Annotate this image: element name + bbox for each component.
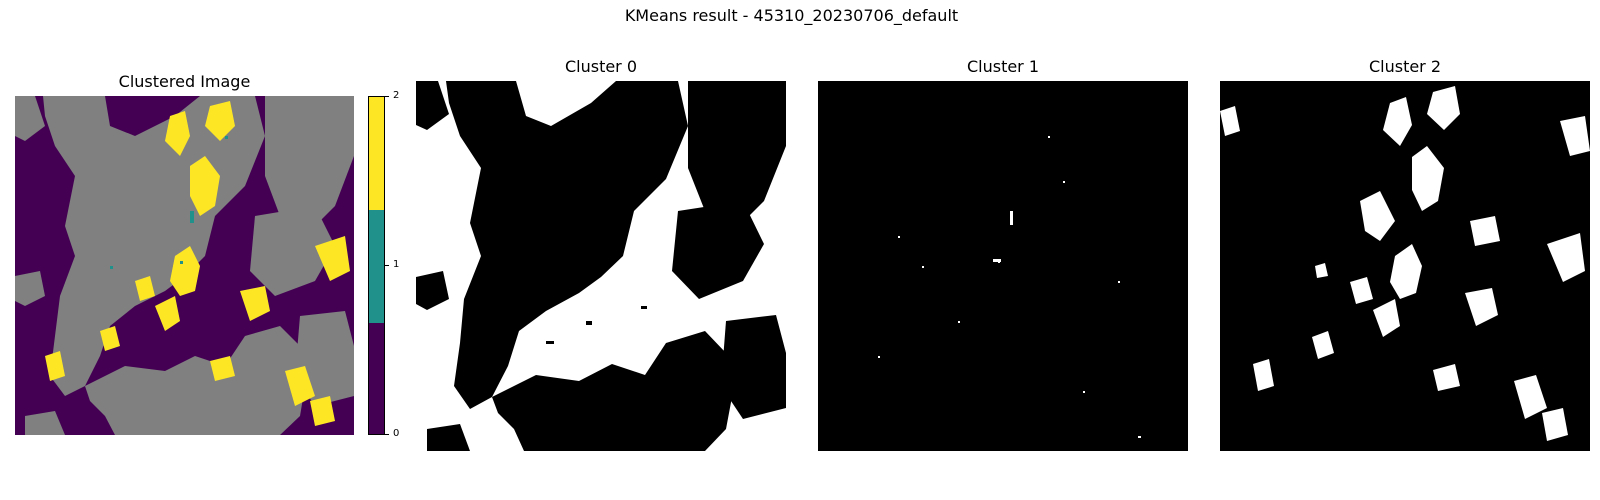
cluster-2-plot: [1220, 81, 1590, 451]
clustered-image-plot: [15, 96, 354, 435]
colorbar-segment-1: [369, 210, 384, 323]
cluster-1-title: Cluster 1: [966, 57, 1040, 76]
cluster-2-regions: [45, 101, 350, 426]
colorbar-segment-2: [369, 97, 384, 210]
cluster-2-svg: [1220, 86, 1590, 441]
colorbar-tick-2: [385, 96, 389, 97]
figure-suptitle: KMeans result - 45310_20230706_default: [624, 6, 959, 25]
cluster-0-background-regions: [416, 81, 786, 451]
cluster-1-regions: [110, 136, 228, 269]
colorbar: [368, 96, 385, 435]
colorbar-tick-1: [385, 265, 389, 266]
colorbar-tick-0: [385, 434, 389, 435]
cluster-0-plot: [416, 81, 786, 451]
cluster-1-svg: [878, 136, 1141, 438]
colorbar-segment-0: [369, 323, 384, 434]
cluster-0-svg: [416, 81, 786, 451]
clustered-image-svg: [15, 96, 354, 435]
cluster-0-title: Cluster 0: [564, 57, 638, 76]
colorbar-tick-label-1: 1: [393, 259, 400, 270]
cluster-1-plot: [818, 81, 1188, 451]
cluster-0-speckle-off: [476, 306, 647, 386]
cluster-2-pixels: [1220, 86, 1590, 441]
cluster-2-title: Cluster 2: [1368, 57, 1442, 76]
cluster-1-pixels: [878, 136, 1141, 438]
clustered-image-title: Clustered Image: [118, 72, 251, 91]
colorbar-tick-label-0: 0: [393, 428, 400, 439]
colorbar-tick-label-2: 2: [393, 90, 400, 101]
